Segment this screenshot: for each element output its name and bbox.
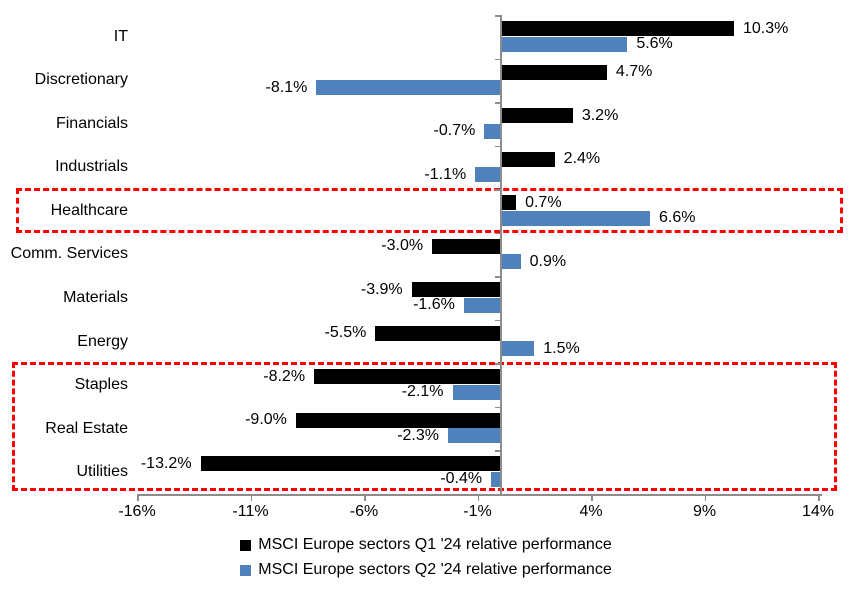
category-label-discretionary: Discretionary [34,71,128,89]
q1-value-label: -13.2% [140,454,192,472]
x-axis-tick [364,494,366,501]
q2-value-label: -8.1% [265,78,308,96]
x-axis-tick-label: -1% [463,503,492,520]
legend-item-q2: MSCI Europe sectors Q2 '24 relative perf… [240,561,612,579]
q2-bar-real-estate [447,428,501,444]
x-axis-tick-label: -11% [232,503,269,520]
y-axis-tick [495,232,501,235]
x-axis-tick [137,494,139,501]
q2-value-label: -1.6% [413,296,455,314]
x-axis-line [137,494,822,496]
q2-value-label: 6.6% [659,209,696,227]
y-axis-tick [495,276,501,278]
x-axis-tick [250,494,252,501]
q2-bar-staples [452,384,501,400]
q2-value-label: -0.7% [433,122,476,140]
x-axis-tick [704,494,706,501]
y-axis-tick [495,15,501,17]
legend-item-q1: MSCI Europe sectors Q1 '24 relative perf… [240,536,612,554]
q1-bar-discretionary [500,64,607,80]
q1-value-label: -9.0% [245,411,287,429]
q1-bar-healthcare [500,195,517,211]
q2-bar-industrials [475,167,501,183]
q2-value-label: -0.4% [440,470,483,488]
q2-bar-discretionary [316,80,501,96]
q1-bar-utilities [200,456,501,472]
y-axis-tick [495,319,501,322]
y-axis-tick [495,363,501,365]
q1-value-label: -5.5% [324,324,367,342]
x-axis-tick-label: 4% [579,503,603,520]
y-axis-tick [495,406,501,409]
category-label-industrials: Industrials [55,158,128,176]
x-axis-tick-label: -16% [118,503,156,520]
category-label-materials: Materials [63,289,128,307]
q2-value-label: -1.1% [424,165,467,183]
y-axis-tick [495,145,501,148]
category-label-real-estate: Real Estate [45,419,128,437]
category-label-it: IT [113,27,128,45]
q2-value-label: 1.5% [543,339,580,357]
legend-swatch-q1 [240,539,252,551]
q1-bar-energy [375,325,501,341]
q2-value-label: -2.1% [401,383,444,401]
q1-value-label: 0.7% [525,193,562,211]
q1-bar-financials [500,108,573,124]
q2-value-label: -2.3% [397,426,439,444]
x-axis-tick [591,494,593,501]
q2-bar-energy [500,341,535,357]
x-axis-tick-label: -6% [349,503,379,520]
x-axis-tick [477,494,479,501]
category-label-utilities: Utilities [76,463,128,481]
q1-value-label: 2.4% [563,150,601,168]
q1-value-label: 3.2% [581,106,619,124]
y-axis-tick [495,450,501,452]
q1-value-label: -3.0% [381,237,424,255]
y-axis-tick [495,189,501,191]
q1-value-label: -8.2% [263,367,306,385]
q2-bar-comm-services [500,254,521,270]
chart-legend: MSCI Europe sectors Q1 '24 relative perf… [0,536,852,579]
q2-bar-healthcare [500,210,650,226]
x-axis-tick-label: 14% [801,503,835,520]
q1-bar-staples [314,369,501,385]
x-axis-tick [818,494,820,501]
q1-bar-real-estate [295,412,501,428]
q2-bar-utilities [491,471,501,487]
q1-bar-it [500,21,734,36]
category-label-energy: Energy [77,332,128,350]
category-label-comm-services: Comm. Services [10,245,128,263]
y-axis-line [500,15,502,494]
highlight-box-healthcare [16,188,843,233]
q2-bar-financials [484,123,501,139]
q1-bar-comm-services [432,238,501,254]
legend-label-q1: MSCI Europe sectors Q1 '24 relative perf… [258,536,612,553]
q1-bar-industrials [500,151,555,167]
highlight-box-staples-realestate-utilities [12,362,837,491]
y-axis-tick [495,102,501,104]
category-label-staples: Staples [74,376,128,394]
legend-label-q2: MSCI Europe sectors Q2 '24 relative perf… [258,561,612,578]
q2-value-label: 0.9% [529,252,567,270]
q2-bar-materials [463,297,501,313]
x-axis-tick-label: 9% [692,503,717,520]
y-axis-tick [495,58,501,61]
category-label-healthcare: Healthcare [50,201,128,219]
q2-value-label: 5.6% [636,35,673,52]
q1-bar-materials [411,282,501,298]
legend-swatch-q2 [240,564,252,576]
q1-value-label: 10.3% [743,19,789,37]
q1-value-label: 4.7% [615,63,653,81]
q2-bar-it [500,36,628,52]
q1-value-label: -3.9% [360,280,403,298]
category-label-financials: Financials [55,114,128,132]
